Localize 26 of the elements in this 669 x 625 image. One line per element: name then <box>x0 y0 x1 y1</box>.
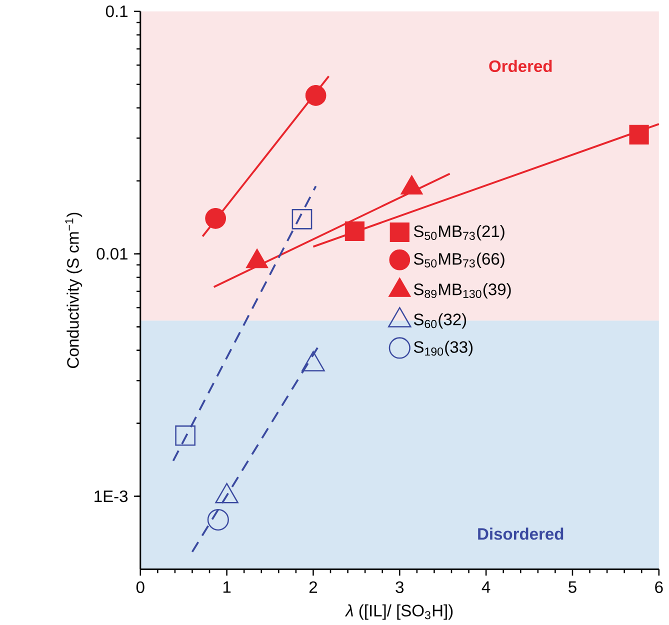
point <box>305 84 326 106</box>
point <box>207 508 229 530</box>
legend-label: S$_{50}$MB$_{73}$(21) <box>414 224 504 240</box>
point <box>175 425 196 446</box>
band-label: Ordered <box>489 60 552 72</box>
x-axis-title: λ ([IL]/ [SO$_{3}$H]) <box>344 604 453 620</box>
y-tick-label: 1E-3 <box>94 490 128 502</box>
x-tick-label: 0 <box>136 581 144 593</box>
legend-label: S$_{60}$(32) <box>414 313 466 328</box>
point <box>205 208 226 229</box>
legend-label: S$_{50}$MB$_{73}$(66) <box>414 252 504 268</box>
legend-label: S$_{89}$MB$_{130}$(39) <box>414 282 511 298</box>
point <box>292 208 312 230</box>
x-tick-label: 1 <box>223 581 231 593</box>
x-tick-label: 6 <box>655 581 663 593</box>
point <box>344 221 364 241</box>
y-tick-label: 0.01 <box>96 248 128 260</box>
y-axis-title: Conductivity (S cm$^{−1}$) <box>65 212 82 368</box>
band-label: Disordered <box>478 528 564 540</box>
legend-label: S$_{190}$(33) <box>414 340 473 356</box>
x-tick-label: 2 <box>309 581 317 593</box>
x-tick-label: 5 <box>568 581 576 593</box>
y-tick-label: 0.1 <box>106 5 128 18</box>
point <box>629 124 649 144</box>
x-tick-label: 4 <box>482 581 490 593</box>
x-tick-label: 3 <box>396 581 404 593</box>
